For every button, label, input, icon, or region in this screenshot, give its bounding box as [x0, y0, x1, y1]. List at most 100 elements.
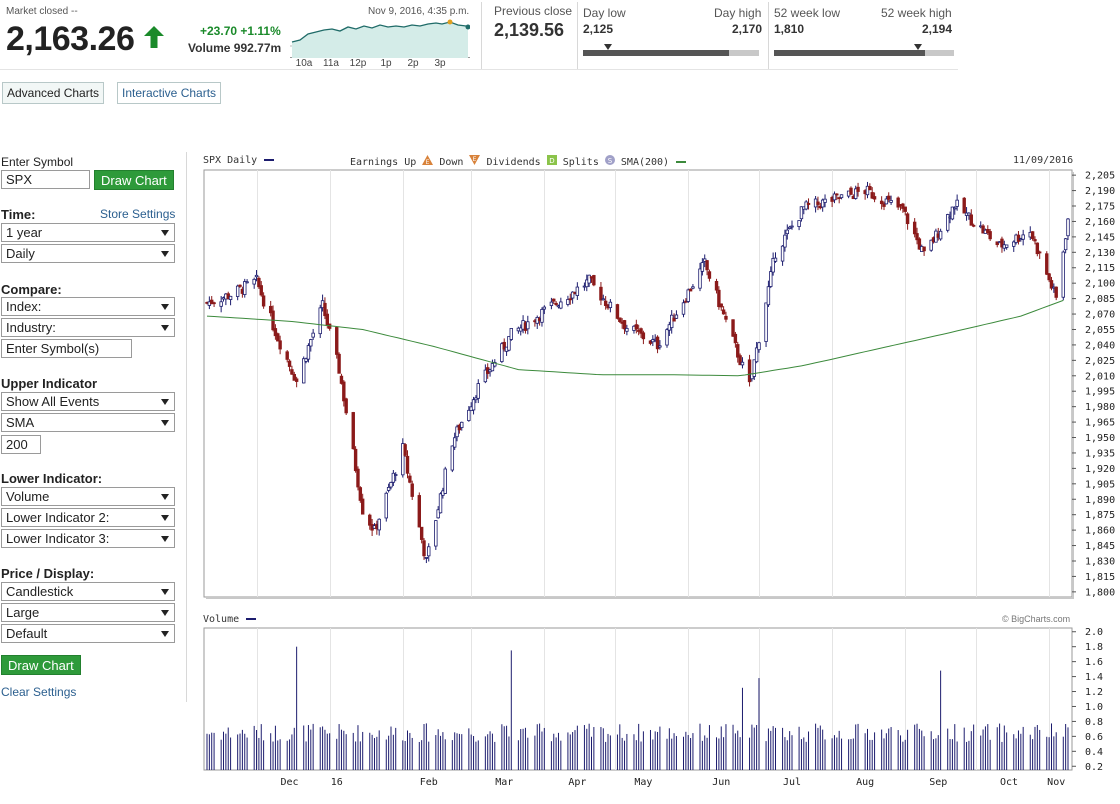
candle-body: [507, 336, 511, 351]
week52-range-marker: [914, 44, 922, 50]
clear-settings-link[interactable]: Clear Settings: [1, 685, 77, 699]
splits-label: Splits: [562, 157, 599, 168]
store-settings-link[interactable]: Store Settings: [100, 207, 176, 221]
volume-tick-label: 2.0: [1085, 627, 1103, 638]
candle-body: [273, 328, 278, 337]
candle-body: [754, 347, 759, 363]
volume-tick-label: 1.2: [1085, 687, 1103, 698]
draw-chart-button[interactable]: Draw Chart: [94, 170, 174, 190]
candle-body: [360, 498, 365, 515]
candle-body: [526, 321, 530, 330]
candle-body: [337, 353, 341, 374]
candle-body: [384, 492, 388, 519]
candle-body: [554, 302, 558, 306]
hour-tick: 2p: [407, 58, 419, 69]
compare-industry-select[interactable]: Industry:: [1, 318, 175, 337]
svg-text:D: D: [549, 157, 554, 165]
interactive-charts-button[interactable]: Interactive Charts: [117, 82, 222, 104]
compare-index-select[interactable]: Index:: [1, 297, 175, 316]
day-high-value: 2,170: [732, 22, 763, 36]
symbol-input[interactable]: SPX: [1, 170, 90, 189]
draw-chart-bottom-button[interactable]: Draw Chart: [1, 655, 81, 675]
chart-style-select[interactable]: Default: [1, 624, 175, 643]
candle-body: [806, 202, 811, 205]
earnings-down-label: Down: [439, 157, 464, 168]
week52-low-label: 52 week low: [774, 6, 841, 20]
candle-body: [467, 409, 471, 421]
dividends-label: Dividends: [486, 157, 541, 168]
candle-body: [401, 443, 405, 476]
hour-tick: 11a: [323, 58, 339, 69]
candle-body: [752, 359, 756, 377]
candle-body: [896, 197, 900, 208]
price-tick-label: 2,040: [1085, 340, 1115, 351]
candle-body: [658, 345, 662, 348]
lower-indicator-3-select[interactable]: Lower Indicator 3:: [1, 529, 175, 548]
candle-body: [252, 278, 256, 285]
earnings-down-icon: E: [469, 155, 481, 165]
compare-symbols-input[interactable]: Enter Symbol(s): [1, 339, 132, 358]
upper-indicator-2-select[interactable]: SMA: [1, 413, 175, 432]
up-arrow-icon: [144, 26, 164, 48]
candle-body: [210, 299, 214, 305]
candle-body: [870, 192, 874, 199]
candle-body: [771, 258, 775, 273]
chevron-down-icon: [161, 420, 169, 426]
volume-legend: Volume: [203, 614, 257, 625]
frequency-select[interactable]: Daily: [1, 244, 175, 263]
lower-indicator-2-select[interactable]: Lower Indicator 2:: [1, 508, 175, 527]
price-type-select[interactable]: Candlestick: [1, 582, 175, 601]
price-tick-label: 2,010: [1085, 371, 1115, 382]
candle-body: [988, 231, 992, 240]
candle-body: [1012, 241, 1016, 247]
candle-body: [853, 188, 858, 199]
upper-indicator-1-select[interactable]: Show All Events: [1, 392, 175, 411]
candle-body: [747, 359, 752, 383]
x-tick-label: Oct: [1000, 777, 1018, 788]
candle-body: [648, 340, 653, 344]
candle-body: [540, 309, 544, 323]
indicator-period-input[interactable]: 200: [1, 435, 41, 454]
candle-body: [780, 245, 785, 262]
candle-body: [962, 197, 966, 214]
price-tick-label: 2,145: [1085, 232, 1115, 243]
divider: [768, 2, 769, 70]
candle-body: [1000, 238, 1004, 248]
candle-body: [971, 224, 976, 227]
candle-body: [212, 302, 216, 305]
compare-industry-value: Industry:: [6, 320, 56, 335]
candle-body: [688, 288, 693, 292]
candle-body: [278, 340, 282, 350]
upper-indicator-label: Upper Indicator: [1, 376, 98, 391]
quote-timestamp: Nov 9, 2016, 4:35 p.m.: [368, 6, 470, 17]
x-tick-label: Jun: [712, 777, 730, 788]
lower-indicator-label: Lower Indicator:: [1, 471, 103, 486]
candle-body: [1037, 251, 1042, 254]
candle-body: [424, 556, 429, 559]
x-tick-label: Apr: [568, 777, 586, 788]
candle-body: [228, 295, 233, 300]
chevron-down-icon: [161, 589, 169, 595]
candle-body: [691, 286, 695, 289]
time-period-select[interactable]: 1 year: [1, 223, 175, 242]
lower-indicator-1-select[interactable]: Volume: [1, 487, 175, 506]
candle-body: [1049, 280, 1054, 289]
chevron-down-icon: [161, 251, 169, 257]
candle-body: [738, 355, 742, 366]
advanced-charts-button[interactable]: Advanced Charts: [2, 82, 105, 104]
candle-body: [502, 341, 506, 350]
candle-body: [386, 487, 391, 491]
candle-body: [790, 225, 794, 228]
candle-body: [674, 314, 679, 319]
week52-high-label: 52 week high: [881, 6, 952, 20]
candle-body: [901, 203, 905, 209]
price-tick-label: 2,175: [1085, 202, 1115, 213]
candle-body: [651, 339, 655, 343]
candle-body: [403, 444, 407, 456]
candle-body: [929, 239, 933, 251]
candle-body: [318, 307, 322, 335]
chart-size-select[interactable]: Large: [1, 603, 175, 622]
candle-body: [889, 199, 893, 203]
intraday-sparkline: [290, 18, 470, 58]
